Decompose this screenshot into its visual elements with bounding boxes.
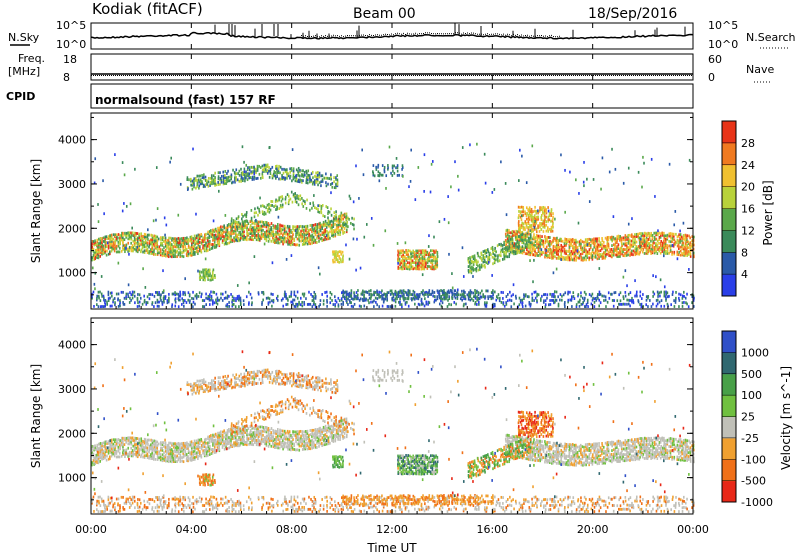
xtick-label: 00:00 [75,523,107,536]
ytick-label: 3000 [58,383,86,396]
cpid-panel: CPID normalsound (fast) 157 RF [6,83,694,109]
xaxis-label: Time UT [366,541,417,554]
colorbar-tick: -25 [741,432,759,445]
nsky-spikes [214,23,686,39]
velocity-colorbar-label: Velocity [m s^-1] [779,366,793,470]
ytick-label: 1000 [58,267,86,280]
nsky-panel: N.Sky 10^5 10^0 10^5 10^0 N.Search [8,19,796,51]
power-panel: 1000 2000 3000 4000 Slant Range [km] 4 8 12 16… [29,112,775,310]
colorbar-tick: 16 [741,203,755,216]
colorbar-tick: 12 [741,224,755,237]
nave-tick-top: 60 [708,53,722,66]
colorbar-tick: -1000 [741,496,773,509]
nsearch-trace [301,32,560,38]
nsearch-tick-bottom: 10^0 [708,38,738,51]
time-axis: 00:00 04:00 08:00 12:00 16:00 20:00 00:00 [75,23,709,536]
xtick-label: 08:00 [276,523,308,536]
freq-tick-top: 18 [63,53,77,66]
velocity-colorbar: 1000 500 100 25 -25 -100 -500 -1000 [721,330,773,509]
colorbar-tick: -500 [741,475,766,488]
nsky-tick-top: 10^5 [56,19,86,32]
ytick-label: 2000 [58,427,86,440]
nave-tick-bottom: 0 [708,71,715,84]
velocity-ylabel: Slant Range [km] [29,364,43,468]
date-title: 18/Sep/2016 [588,6,677,22]
xtick-label: 12:00 [376,523,408,536]
power-scatter [91,142,695,309]
colorbar-tick: 500 [741,368,762,381]
power-ylabel: Slant Range [km] [29,159,43,263]
colorbar-tick: 25 [741,411,755,424]
velocity-panel: 1000 2000 3000 4000 Slant Range [km] 1000 50… [29,317,793,515]
nsky-label: N.Sky [8,31,40,44]
power-colorbar: 4 8 12 16 20 24 28 [721,120,755,297]
ytick-label: 3000 [58,178,86,191]
velocity-scatter [91,347,695,514]
nsky-tick-bottom: 10^0 [56,38,86,51]
ytick-label: 4000 [58,134,86,147]
nsearch-tick-top: 10^5 [708,19,738,32]
nsky-trace [90,31,694,40]
nsearch-label: N.Search [746,31,796,44]
ytick-label: 4000 [58,339,86,352]
xtick-label: 20:00 [577,523,609,536]
cpid-program: normalsound (fast) 157 RF [95,93,276,107]
ytick-label: 1000 [58,472,86,485]
xtick-label: 04:00 [175,523,207,536]
beam-title: Beam 00 [353,6,416,22]
freq-label: Freq. [18,52,45,65]
colorbar-tick: 1000 [741,346,769,359]
xtick-label: 16:00 [476,523,508,536]
colorbar-tick: 20 [741,181,755,194]
colorbar-tick: 24 [741,159,755,172]
colorbar-tick: 28 [741,137,755,150]
colorbar-tick: 100 [741,389,762,402]
ytick-label: 2000 [58,222,86,235]
nave-label: Nave [746,63,774,76]
xtick-label: 00:00 [677,523,709,536]
power-colorbar-label: Power [dB] [761,180,775,245]
freq-panel: Freq. [MHz] 18 8 60 0 Nave [8,52,774,84]
colorbar-tick: -100 [741,453,766,466]
freq-tick-bottom: 8 [63,71,70,84]
colorbar-tick: 4 [741,268,748,281]
cpid-label: CPID [6,90,35,103]
station-title: Kodiak (fitACF) [92,0,203,18]
freq-unit: [MHz] [8,65,40,78]
colorbar-tick: 8 [741,246,748,259]
